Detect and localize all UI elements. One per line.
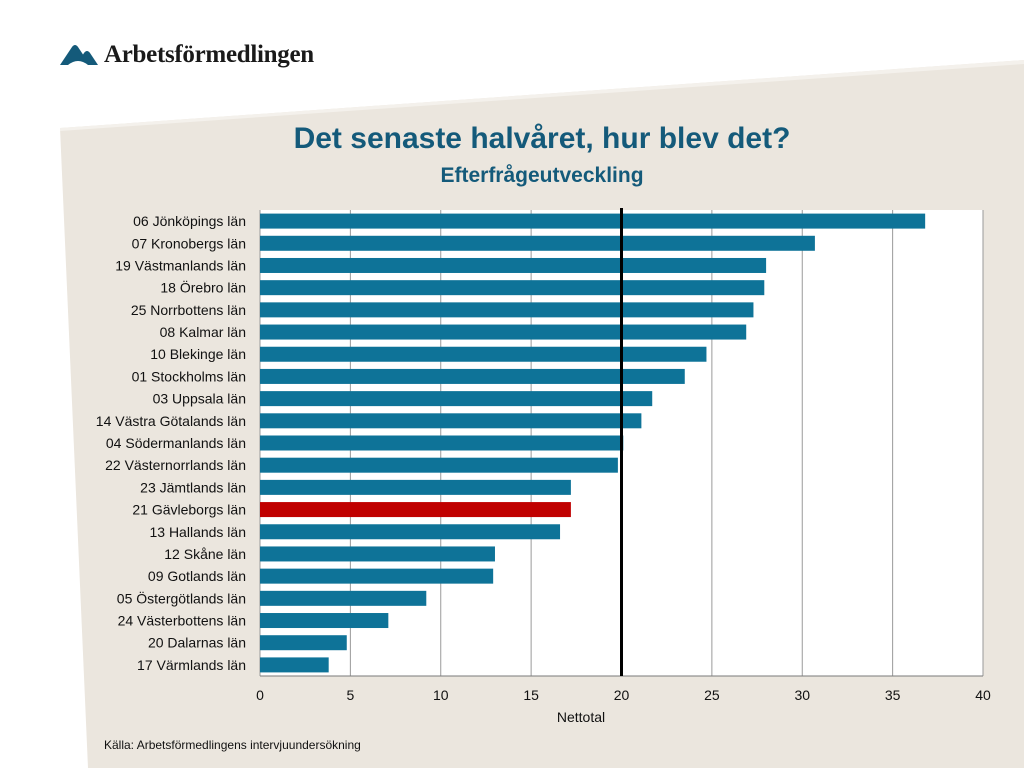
category-label: 24 Västerbottens län [118,613,246,629]
x-axis-label: Nettotal [557,709,605,725]
category-label: 20 Dalarnas län [148,635,246,651]
category-label: 25 Norrbottens län [131,302,246,318]
category-label: 18 Örebro län [160,279,246,296]
x-tick-label: 20 [614,687,630,703]
bar [260,479,571,495]
category-label: 12 Skåne län [164,546,246,562]
category-label: 05 Östergötlands län [117,589,246,606]
bar [260,391,653,407]
logo-text: Arbetsförmedlingen [104,41,314,68]
bar [260,613,389,629]
category-label: 21 Gävleborgs län [132,502,246,518]
x-tick-label: 0 [256,687,264,703]
category-label: 01 Stockholms län [132,368,246,384]
bar [260,546,495,562]
chart-subtitle: Efterfrågeutveckling [440,164,644,187]
bar [260,590,427,606]
bar [260,524,561,540]
x-tick-label: 40 [975,687,991,703]
x-tick-label: 35 [885,687,901,703]
bar [260,457,618,473]
bar [260,635,347,651]
bar [260,346,707,362]
category-label: 04 Södermanlands län [106,435,246,451]
source-note: Källa: Arbetsförmedlingens intervjuunder… [104,738,361,752]
category-label: 09 Gotlands län [148,568,246,584]
bar [260,213,926,229]
category-label: 03 Uppsala län [153,391,246,407]
bar [260,568,494,584]
bar [260,413,642,429]
bars [260,213,926,673]
chart-title: Det senaste halvåret, hur blev det? [293,122,791,155]
x-tick-labels: 0 5 10 15 20 25 30 35 40 [256,687,991,703]
category-label: 06 Jönköpings län [133,213,246,229]
bar [260,324,747,340]
bar [260,368,685,384]
x-tick-label: 15 [523,687,539,703]
category-label: 14 Västra Götalands län [96,413,246,429]
bar [260,235,815,251]
category-label: 13 Hallands län [149,524,246,540]
logo: Arbetsförmedlingen [58,38,314,72]
category-label: 10 Blekinge län [150,346,246,362]
category-label: 07 Kronobergs län [132,235,246,251]
x-tick-label: 5 [346,687,354,703]
x-tick-label: 30 [794,687,810,703]
category-label: 19 Västmanlands län [115,257,246,273]
category-label: 22 Västernorrlands län [105,457,246,473]
x-tick-label: 25 [704,687,720,703]
bar [260,657,329,673]
bar-highlight [260,502,571,518]
category-labels: 06 Jönköpings län 07 Kronobergs län 19 Väs… [96,213,246,673]
category-label: 17 Värmlands län [137,657,246,673]
bar [260,435,624,451]
bar [260,302,754,318]
category-label: 23 Jämtlands län [140,479,246,495]
x-tick-label: 10 [433,687,449,703]
category-label: 08 Kalmar län [160,324,246,340]
bar [260,257,767,273]
logo-mark-icon [60,45,98,65]
bar [260,280,765,296]
